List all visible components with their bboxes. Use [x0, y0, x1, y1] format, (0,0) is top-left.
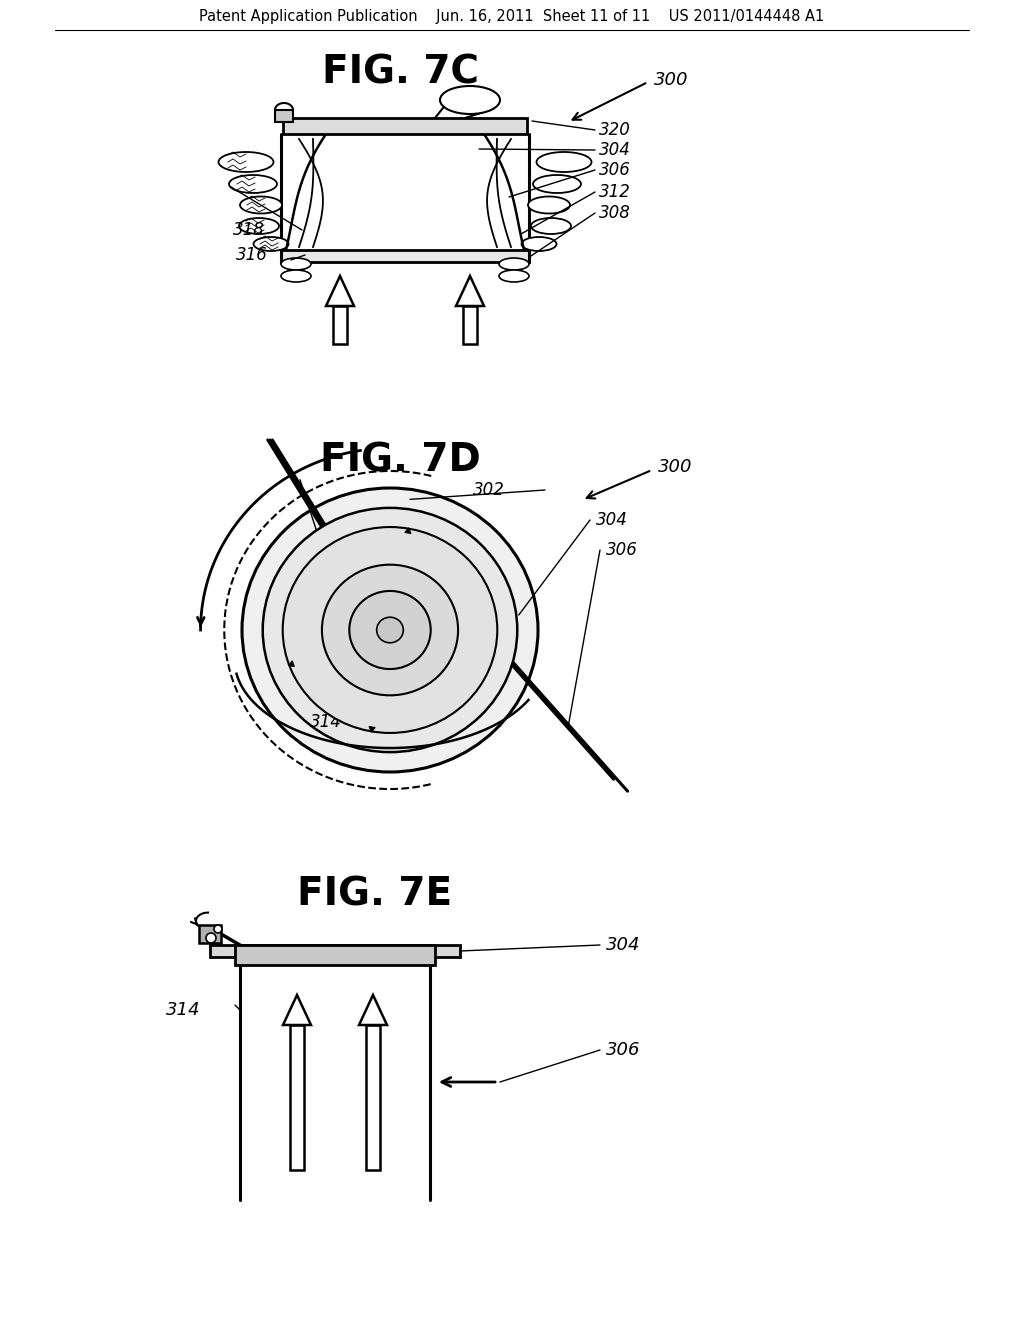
Bar	[275, 110, 293, 121]
Text: 304: 304	[599, 141, 631, 158]
Polygon shape	[369, 726, 375, 733]
Text: 300: 300	[658, 458, 692, 477]
Bar	[290, 1026, 304, 1170]
Polygon shape	[456, 276, 484, 306]
Text: 312: 312	[599, 183, 631, 201]
Ellipse shape	[499, 257, 529, 271]
Text: 300: 300	[654, 71, 688, 88]
Text: 304: 304	[606, 936, 640, 954]
Bar	[283, 117, 527, 135]
Ellipse shape	[229, 176, 278, 193]
Bar	[234, 945, 435, 965]
Ellipse shape	[531, 218, 571, 234]
Text: 318: 318	[233, 220, 265, 239]
Ellipse shape	[349, 591, 431, 669]
Ellipse shape	[218, 152, 273, 172]
Polygon shape	[404, 528, 411, 533]
Polygon shape	[326, 276, 354, 306]
Ellipse shape	[440, 86, 500, 114]
Bar	[463, 306, 477, 345]
Text: FIG. 7D: FIG. 7D	[319, 441, 480, 479]
Ellipse shape	[281, 271, 311, 282]
Text: 316: 316	[237, 246, 268, 264]
Text: FIG. 7C: FIG. 7C	[322, 53, 478, 91]
Circle shape	[206, 933, 216, 942]
Text: 314: 314	[166, 1001, 200, 1019]
Bar	[333, 306, 347, 345]
Circle shape	[214, 925, 222, 933]
Ellipse shape	[322, 565, 458, 696]
Text: FIG. 7E: FIG. 7E	[297, 876, 453, 913]
Text: 306: 306	[599, 161, 631, 180]
Polygon shape	[283, 995, 311, 1026]
Ellipse shape	[499, 271, 529, 282]
Ellipse shape	[242, 488, 538, 772]
Polygon shape	[289, 661, 294, 667]
Bar	[199, 925, 221, 942]
Text: 306: 306	[606, 1041, 640, 1059]
Text: 302: 302	[473, 480, 505, 499]
Text: 308: 308	[599, 205, 631, 222]
Ellipse shape	[239, 218, 279, 234]
Ellipse shape	[283, 527, 498, 733]
Text: 314: 314	[310, 713, 342, 731]
Bar	[210, 945, 460, 957]
Bar	[281, 249, 529, 261]
Polygon shape	[359, 995, 387, 1026]
Ellipse shape	[534, 176, 581, 193]
Ellipse shape	[254, 238, 289, 251]
Ellipse shape	[521, 238, 556, 251]
Text: 320: 320	[599, 121, 631, 139]
Text: 304: 304	[596, 511, 628, 529]
Ellipse shape	[377, 618, 403, 643]
Ellipse shape	[281, 257, 311, 271]
Ellipse shape	[263, 508, 517, 752]
Bar	[366, 1026, 380, 1170]
Ellipse shape	[240, 197, 282, 214]
Ellipse shape	[528, 197, 570, 214]
Ellipse shape	[537, 152, 592, 172]
Text: Patent Application Publication    Jun. 16, 2011  Sheet 11 of 11    US 2011/01444: Patent Application Publication Jun. 16, …	[200, 9, 824, 25]
Text: 306: 306	[606, 541, 638, 558]
